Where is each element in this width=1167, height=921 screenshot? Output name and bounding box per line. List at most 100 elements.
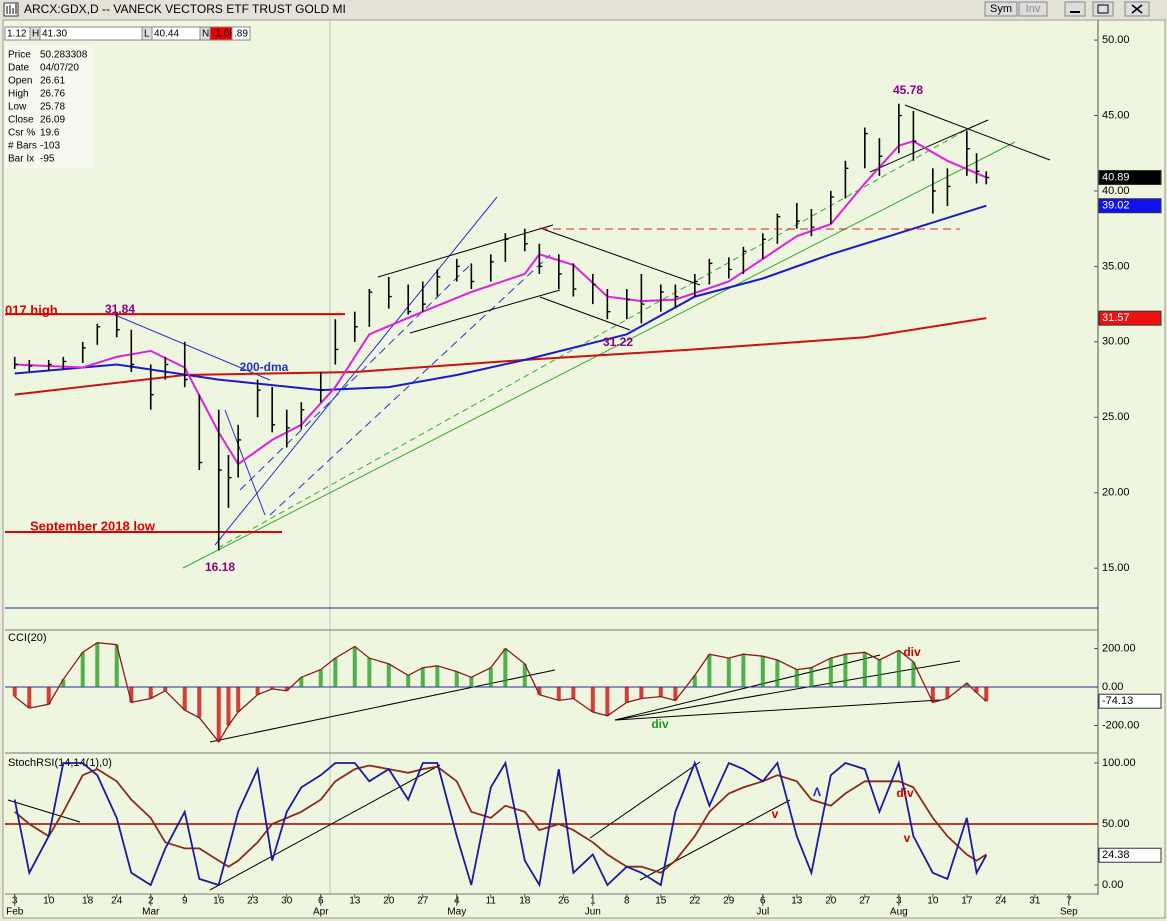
cci-bar — [406, 675, 411, 687]
y-tick-label: 35.00 — [1102, 260, 1130, 272]
last-value-label: 31.57 — [1102, 312, 1130, 324]
info-label: # Bars — [8, 141, 37, 152]
last-value-label: 24.38 — [1102, 849, 1130, 861]
cci-bar — [828, 658, 833, 687]
sym-button-label[interactable]: Sym — [990, 3, 1012, 15]
cci-bar — [945, 686, 950, 699]
annotation: 31.84 — [105, 302, 135, 316]
panel-title: CCI(20) — [8, 632, 47, 644]
toolbar-text: N — [202, 29, 209, 40]
inv-button[interactable] — [1018, 1, 1048, 17]
cci-bar — [216, 686, 221, 742]
info-value: 26.76 — [40, 89, 65, 100]
cci-bar — [129, 686, 134, 703]
y-tick-label: 100.00 — [1102, 757, 1136, 769]
cci-bar — [624, 686, 629, 703]
trend-line — [377, 224, 554, 278]
x-tick-label: 20 — [383, 896, 395, 907]
cci-bar — [197, 686, 202, 718]
chart-area — [2, 19, 1166, 919]
info-label: Open — [8, 76, 32, 87]
stoch-line — [13, 759, 988, 888]
x-tick-label: 13 — [791, 896, 803, 907]
toolbar-text: L — [144, 29, 150, 40]
cci-bar — [420, 667, 425, 687]
cci-bar — [488, 667, 493, 687]
cci-bar — [182, 686, 187, 711]
minimize-button[interactable] — [1064, 1, 1086, 17]
cci-bar — [794, 669, 799, 687]
cci-line — [14, 642, 987, 743]
cci-bar — [556, 686, 561, 701]
toolbar-text: 1.12 — [7, 29, 27, 40]
trend-line — [7, 799, 81, 823]
cci-bar — [590, 686, 595, 712]
last-value-box — [1098, 198, 1162, 214]
cci-bar — [454, 671, 459, 687]
x-tick-label: 15 — [655, 896, 667, 907]
maximize-button[interactable] — [1092, 1, 1114, 17]
x-major-label: Apr — [313, 907, 329, 918]
moving-average — [14, 204, 987, 392]
annotation: 017 high — [5, 302, 58, 317]
y-tick-label: 25.00 — [1102, 411, 1130, 423]
x-tick-label: 30 — [281, 896, 293, 907]
x-tick-label: 23 — [247, 896, 259, 907]
cci-bar — [605, 686, 610, 716]
info-value: 25.78 — [40, 102, 65, 113]
annotation: div — [651, 717, 669, 731]
annotation: 16.18 — [205, 560, 235, 574]
annotation: September 2018 low — [30, 518, 156, 533]
info-value: 26.61 — [40, 76, 65, 87]
x-tick-label: 20 — [825, 896, 837, 907]
x-major-label: Sep — [1060, 907, 1078, 918]
cci-bar — [46, 686, 51, 705]
toolbar-text: H — [32, 29, 39, 40]
trend-line — [614, 699, 941, 721]
x-tick-label: 18 — [82, 896, 94, 907]
info-value: 50.283308 — [40, 50, 88, 61]
cci-bar — [809, 667, 814, 687]
y-tick-label: 200.00 — [1102, 642, 1136, 654]
trend-line — [589, 761, 701, 839]
x-tick-label: 27 — [859, 896, 871, 907]
cci-bar — [148, 686, 153, 699]
cci-bar — [930, 686, 935, 703]
cci-bar — [284, 686, 289, 691]
cci-bar — [27, 686, 32, 709]
x-tick-label: 22 — [689, 896, 701, 907]
x-tick-label: 11 — [486, 896, 497, 907]
inv-button-label[interactable]: Inv — [1026, 3, 1041, 15]
trend-line — [209, 764, 441, 891]
cci-bar — [386, 663, 391, 687]
y-tick-label: 15.00 — [1102, 562, 1130, 574]
y-tick-label: 45.00 — [1102, 109, 1130, 121]
cci-bar — [367, 658, 372, 687]
annotation: Λ — [813, 785, 821, 799]
info-label: Csr % — [8, 128, 35, 139]
cci-bar — [658, 686, 663, 697]
toolbar-text: -1.08 — [212, 29, 235, 40]
cci-bar — [692, 675, 697, 687]
info-value: 04/07/20 — [40, 63, 79, 74]
cci-bar — [236, 686, 241, 712]
sym-button[interactable] — [984, 1, 1018, 17]
cci-bar — [61, 679, 66, 687]
cci-bar — [877, 660, 882, 687]
cci-bar — [537, 686, 542, 695]
x-tick-label: 17 — [961, 896, 973, 907]
x-tick-label: 10 — [43, 896, 55, 907]
cci-bar — [522, 663, 527, 687]
x-major-label: May — [447, 907, 466, 918]
cci-bar — [984, 686, 989, 702]
y-tick-label: 50.00 — [1102, 34, 1130, 46]
annotation: 31.22 — [603, 335, 633, 349]
last-value-label: 39.02 — [1102, 200, 1130, 212]
last-value-box — [1098, 310, 1162, 326]
cci-bar — [333, 658, 338, 687]
cci-bar — [639, 686, 644, 699]
cci-bar — [775, 660, 780, 687]
cci-bar — [911, 661, 916, 687]
info-label: Date — [8, 63, 30, 74]
